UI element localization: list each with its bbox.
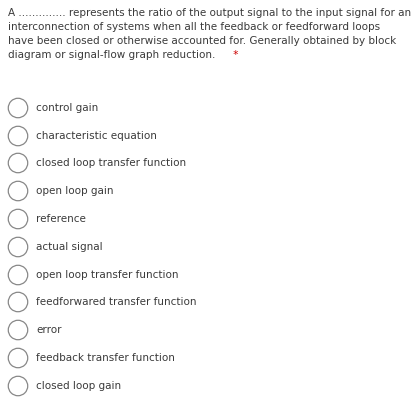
Text: diagram or signal-flow graph reduction.: diagram or signal-flow graph reduction. [8,50,215,60]
Text: control gain: control gain [36,103,98,113]
Text: have been closed or otherwise accounted for. Generally obtained by block: have been closed or otherwise accounted … [8,36,396,46]
Text: feedback transfer function: feedback transfer function [36,353,175,363]
Text: A .............. represents the ratio of the output signal to the input signal f: A .............. represents the ratio of… [8,8,411,18]
Text: open loop gain: open loop gain [36,186,114,196]
Text: actual signal: actual signal [36,242,103,252]
Text: closed loop gain: closed loop gain [36,381,121,391]
Text: characteristic equation: characteristic equation [36,131,157,141]
Text: error: error [36,325,62,335]
Text: feedforwared transfer function: feedforwared transfer function [36,297,197,307]
Text: interconnection of systems when all the feedback or feedforward loops: interconnection of systems when all the … [8,22,380,32]
Text: reference: reference [36,214,86,224]
Text: closed loop transfer function: closed loop transfer function [36,158,186,168]
Text: open loop transfer function: open loop transfer function [36,270,178,280]
Text: *: * [230,50,238,60]
